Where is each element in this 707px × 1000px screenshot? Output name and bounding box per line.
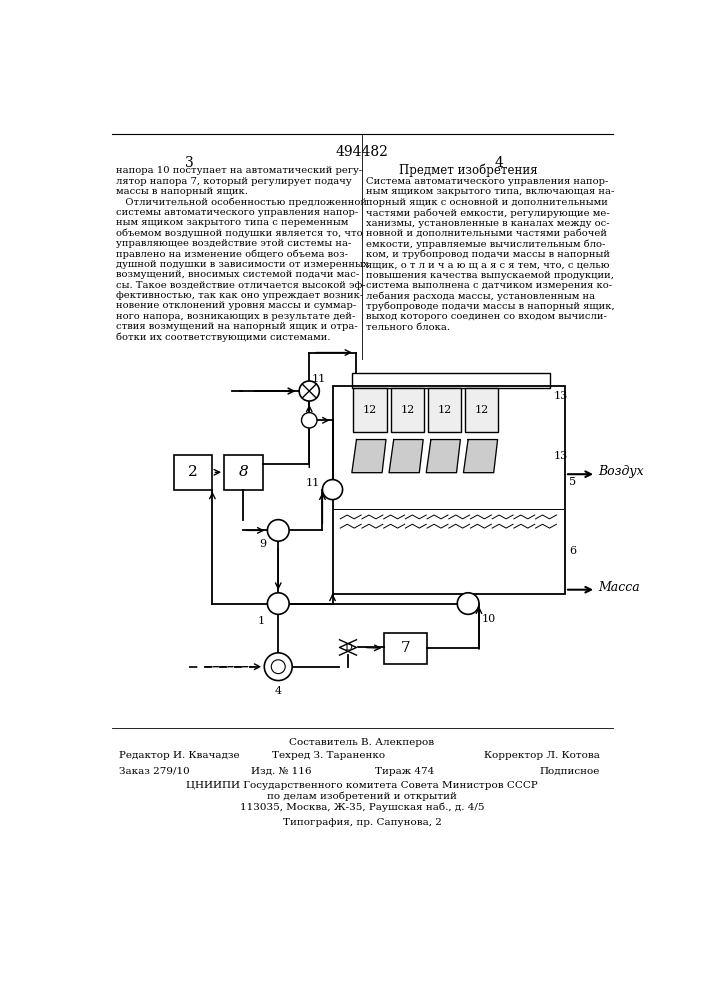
Text: тельного блока.: тельного блока. xyxy=(366,323,450,332)
Text: 10: 10 xyxy=(482,614,496,624)
Text: 4: 4 xyxy=(275,686,282,696)
Text: напора 10 поступает на автоматический регу-: напора 10 поступает на автоматический ре… xyxy=(115,166,362,175)
Text: 4: 4 xyxy=(495,156,503,170)
Text: 12: 12 xyxy=(474,405,489,415)
Bar xyxy=(428,388,461,432)
Text: фективностью, так как оно упреждает возник-: фективностью, так как оно упреждает возн… xyxy=(115,291,363,300)
Text: выход которого соединен со входом вычисли-: выход которого соединен со входом вычисл… xyxy=(366,312,607,321)
Circle shape xyxy=(457,593,479,614)
Text: Тираж 474: Тираж 474 xyxy=(375,767,434,776)
Text: ящик, о т л и ч а ю щ а я с я тем, что, с целью: ящик, о т л и ч а ю щ а я с я тем, что, … xyxy=(366,260,609,269)
Text: объемом воздушной подушки является то, что: объемом воздушной подушки является то, ч… xyxy=(115,229,362,238)
Text: Воздух: Воздух xyxy=(598,465,644,478)
Text: новной и дополнительными частями рабочей: новной и дополнительными частями рабочей xyxy=(366,229,607,238)
Circle shape xyxy=(322,480,343,500)
Text: +: + xyxy=(272,523,284,537)
Text: ханизмы, установленные в каналах между ос-: ханизмы, установленные в каналах между о… xyxy=(366,219,609,228)
Text: Отличительной особенностью предложенной: Отличительной особенностью предложенной xyxy=(115,197,366,207)
Text: порный ящик с основной и дополнительными: порный ящик с основной и дополнительными xyxy=(366,198,608,207)
Text: трубопроводе подачи массы в напорный ящик,: трубопроводе подачи массы в напорный ящи… xyxy=(366,302,614,311)
Text: Масса: Масса xyxy=(598,581,640,594)
Polygon shape xyxy=(339,640,356,655)
Text: повышения качества выпускаемой продукции,: повышения качества выпускаемой продукции… xyxy=(366,271,614,280)
Polygon shape xyxy=(464,440,498,473)
Bar xyxy=(352,373,549,388)
Text: 5: 5 xyxy=(569,477,576,487)
Bar xyxy=(385,633,427,664)
Text: D: D xyxy=(344,643,352,652)
Polygon shape xyxy=(339,640,356,655)
Text: Заказ 279/10: Заказ 279/10 xyxy=(119,767,190,776)
Text: Подписное: Подписное xyxy=(539,767,600,776)
Polygon shape xyxy=(352,440,386,473)
Bar xyxy=(465,388,498,432)
Text: 11: 11 xyxy=(312,374,326,384)
Polygon shape xyxy=(389,440,423,473)
Bar xyxy=(391,388,424,432)
Bar xyxy=(174,455,212,490)
Text: по делам изобретений и открытий: по делам изобретений и открытий xyxy=(267,791,457,801)
Text: душной подушки в зависимости от измеренных: душной подушки в зависимости от измеренн… xyxy=(115,260,368,269)
Text: ствия возмущений на напорный ящик и отра-: ствия возмущений на напорный ящик и отра… xyxy=(115,322,357,331)
Text: лебания расхода массы, установленным на: лебания расхода массы, установленным на xyxy=(366,291,595,301)
Text: 13: 13 xyxy=(554,391,568,401)
Text: 8: 8 xyxy=(238,465,248,479)
Text: ботки их соответствующими системами.: ботки их соответствующими системами. xyxy=(115,333,330,342)
Polygon shape xyxy=(426,440,460,473)
Text: 9: 9 xyxy=(259,539,267,549)
Text: ком, и трубопровод подачи массы в напорный: ком, и трубопровод подачи массы в напорн… xyxy=(366,250,610,259)
Bar xyxy=(332,386,565,594)
Text: 12: 12 xyxy=(438,405,452,415)
Text: 1: 1 xyxy=(257,615,264,626)
Text: управляющее воздействие этой системы на-: управляющее воздействие этой системы на- xyxy=(115,239,351,248)
Text: Предмет изобретения: Предмет изобретения xyxy=(399,164,537,177)
Text: ным ящиком закрытого типа, включающая на-: ным ящиком закрытого типа, включающая на… xyxy=(366,187,614,196)
Text: 6: 6 xyxy=(569,546,576,556)
Circle shape xyxy=(301,413,317,428)
Text: 11: 11 xyxy=(306,478,320,488)
Text: 2: 2 xyxy=(188,465,198,479)
Text: емкости, управляемые вычислительным бло-: емкости, управляемые вычислительным бло- xyxy=(366,239,605,249)
Circle shape xyxy=(267,520,289,541)
Text: 3: 3 xyxy=(185,156,194,170)
Text: Типография, пр. Сапунова, 2: Типография, пр. Сапунова, 2 xyxy=(283,818,441,827)
Text: 113035, Москва, Ж-35, Раушская наб., д. 4/5: 113035, Москва, Ж-35, Раушская наб., д. … xyxy=(240,802,484,812)
Text: Корректор Л. Котова: Корректор Л. Котова xyxy=(484,751,600,760)
Text: новение отклонений уровня массы и суммар-: новение отклонений уровня массы и суммар… xyxy=(115,301,356,310)
Text: лятор напора 7, который регулирует подачу: лятор напора 7, который регулирует подач… xyxy=(115,177,351,186)
Text: ЦНИИПИ Государственного комитета Совета Министров СССР: ЦНИИПИ Государственного комитета Совета … xyxy=(186,781,538,790)
Circle shape xyxy=(264,653,292,681)
Text: системы автоматического управления напор-: системы автоматического управления напор… xyxy=(115,208,358,217)
Text: ным ящиком закрытого типа с переменным: ным ящиком закрытого типа с переменным xyxy=(115,218,348,227)
Bar xyxy=(354,388,387,432)
Text: 494482: 494482 xyxy=(336,145,388,159)
Text: 12: 12 xyxy=(363,405,378,415)
Circle shape xyxy=(299,381,320,401)
Circle shape xyxy=(267,593,289,614)
Text: Техред З. Тараненко: Техред З. Тараненко xyxy=(272,751,385,760)
Text: массы в напорный ящик.: массы в напорный ящик. xyxy=(115,187,247,196)
Text: Составитель В. Алекперов: Составитель В. Алекперов xyxy=(289,738,435,747)
Text: сы. Такое воздействие отличается высокой эф-: сы. Такое воздействие отличается высокой… xyxy=(115,281,365,290)
Bar xyxy=(224,455,263,490)
Text: система выполнена с датчиком измерения ко-: система выполнена с датчиком измерения к… xyxy=(366,281,612,290)
Text: правлено на изменение общего объема воз-: правлено на изменение общего объема воз- xyxy=(115,249,348,259)
Text: ного напора, возникающих в результате дей-: ного напора, возникающих в результате де… xyxy=(115,312,355,321)
Text: Изд. № 116: Изд. № 116 xyxy=(251,767,312,776)
Text: 12: 12 xyxy=(400,405,414,415)
Text: возмущений, вносимых системой подачи мас-: возмущений, вносимых системой подачи мас… xyxy=(115,270,358,279)
Text: 13: 13 xyxy=(554,451,568,461)
Text: 7: 7 xyxy=(401,641,411,655)
Text: Редактор И. Квачадзе: Редактор И. Квачадзе xyxy=(119,751,240,760)
Text: частями рабочей емкости, регулирующие ме-: частями рабочей емкости, регулирующие ме… xyxy=(366,208,609,218)
Text: Система автоматического управления напор-: Система автоматического управления напор… xyxy=(366,177,608,186)
